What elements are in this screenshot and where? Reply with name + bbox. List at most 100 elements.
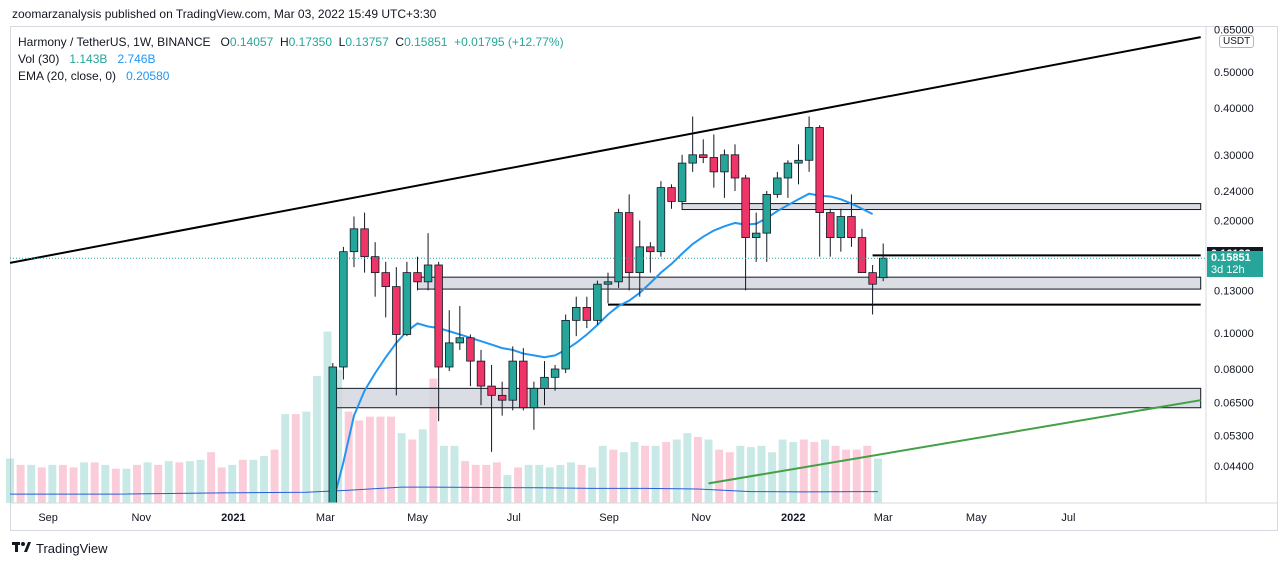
volume-bar (429, 378, 438, 503)
time-tick-label: Jul (1061, 512, 1075, 524)
volume-bar (249, 459, 258, 503)
candle-body (667, 187, 676, 202)
candle-body (434, 264, 443, 368)
candle-body (677, 162, 687, 202)
price-tick-label: 0.08000 (1214, 364, 1254, 376)
volume-bar (408, 439, 417, 503)
low-value: 0.13757 (345, 35, 389, 49)
volume-bar (397, 433, 406, 503)
candle-body (836, 216, 846, 238)
time-tick-label: Mar (874, 512, 893, 524)
volume-bar (492, 462, 501, 503)
volume-bar (482, 464, 491, 503)
candle-body (582, 307, 592, 321)
time-tick-label: Sep (599, 512, 619, 524)
candle-body (762, 193, 771, 234)
close-label: C (395, 35, 405, 49)
time-tick-label: Nov (691, 512, 711, 524)
volume-bar (619, 452, 628, 503)
candle-body (847, 216, 856, 238)
ema-layer (331, 192, 874, 504)
currency-unit-button[interactable]: USDT (1219, 35, 1255, 48)
volume-bar (334, 369, 343, 503)
tradingview-brand[interactable]: TradingView (36, 541, 108, 556)
price-tick-label: 0.65000 (1214, 24, 1254, 36)
open-label: O (220, 35, 230, 49)
volume-bar (48, 464, 57, 503)
volume-bar (588, 467, 597, 503)
volume-bar (471, 464, 480, 503)
support-zone (681, 203, 1202, 211)
volume-bar (461, 461, 470, 503)
volume-bar (842, 449, 851, 503)
support-zone (416, 276, 1202, 290)
volume-bar (154, 464, 163, 503)
close-value: 0.15851 (404, 35, 448, 49)
volume-bar (768, 452, 777, 503)
tradingview-logo-icon[interactable] (12, 541, 32, 556)
last-price-value: 0.15851 (1211, 252, 1251, 265)
candles-layer (328, 116, 888, 504)
volume-ma-line (10, 486, 878, 495)
candle-body (508, 360, 517, 401)
time-tick-label: 2021 (221, 512, 245, 524)
volume-bar (863, 445, 872, 503)
volume-bar (789, 442, 798, 503)
volume-bar (821, 439, 829, 503)
time-tick-label: May (966, 512, 987, 524)
volume-bar (80, 462, 89, 503)
volume-bar (662, 442, 671, 503)
volume-layer (6, 331, 882, 503)
last-price-tag: 0.15851 3d 12h (1207, 251, 1263, 278)
volume-bar (693, 436, 702, 503)
volume-bar (566, 462, 575, 503)
volume-bar (260, 456, 268, 503)
candle-body (466, 337, 475, 362)
volume-bar (704, 439, 713, 503)
candle-body (445, 342, 454, 368)
volume-bar (207, 452, 216, 503)
lower-trendline (708, 399, 1201, 485)
legend-volume-row: Vol (30) 1.143B 2.746B (18, 52, 155, 66)
candle-body (360, 228, 369, 258)
candle-body (381, 272, 390, 288)
volume-bar (58, 464, 67, 503)
volume-bar (312, 376, 321, 503)
volume-bar (736, 445, 745, 503)
candle-body (402, 272, 412, 335)
volume-bar (37, 467, 46, 503)
volume-bar (598, 445, 607, 503)
volume-bar (683, 433, 692, 503)
volume-bar (133, 464, 141, 503)
volume-bar (439, 445, 448, 503)
volume-bar (852, 449, 861, 503)
candle-body (656, 187, 666, 253)
candle-body (487, 385, 496, 396)
candle-body (741, 177, 750, 238)
volume-bar (630, 442, 639, 503)
volume-bar (641, 445, 650, 503)
volume-bar (16, 464, 25, 503)
countdown-label: 3d 12h (1211, 264, 1245, 277)
time-axis: Sep Nov 2021 Mar May Jul Sep Nov 2022 Mar May Jul (38, 512, 1075, 524)
candle-body (455, 337, 465, 344)
volume-bar (302, 411, 311, 503)
volume-bar (217, 467, 226, 503)
footer: TradingView (12, 541, 108, 556)
volume-bar (535, 464, 544, 503)
volume-bar (609, 449, 618, 503)
candle-body (720, 154, 729, 173)
candle-body (699, 154, 708, 158)
price-tick-label: 0.04400 (1214, 461, 1254, 473)
price-tick-label: 0.05300 (1214, 431, 1254, 443)
price-tick-label: 0.24000 (1214, 186, 1254, 198)
volume-bar (545, 467, 554, 503)
candle-body (540, 376, 549, 389)
price-tick-label: 0.20000 (1214, 216, 1254, 228)
volume-bar (344, 411, 353, 503)
time-tick-label: Jul (507, 512, 521, 524)
open-value: 0.14057 (229, 35, 274, 49)
high-value: 0.17350 (288, 35, 332, 49)
volume-bar (196, 459, 205, 503)
